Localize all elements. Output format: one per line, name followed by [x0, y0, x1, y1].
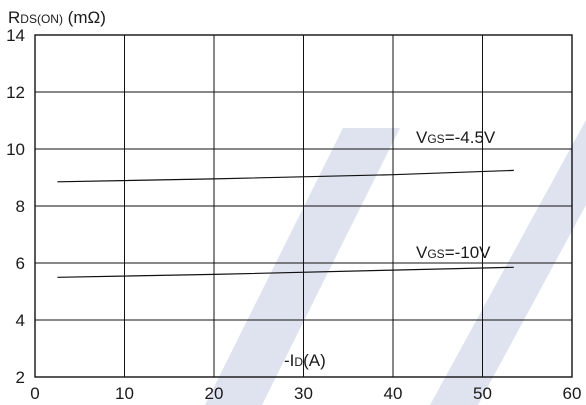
series-label-vgs-4-5v: VGS=-4.5V [416, 128, 496, 147]
series-label-subscript: GS [427, 132, 444, 146]
x-tick-label: 0 [30, 384, 39, 403]
series-label-subscript: GS [427, 247, 444, 261]
tick-labels: 0 10 20 30 40 50 60 2 4 6 8 10 12 14 [6, 26, 581, 403]
y-axis-label: RDS(ON) (mΩ) [8, 8, 106, 27]
y-tick-label: 4 [16, 311, 25, 330]
x-tick-label: 60 [563, 384, 582, 403]
x-axis-label-unit: (A) [303, 351, 326, 370]
x-tick-label: 40 [384, 384, 403, 403]
y-tick-label: 10 [6, 140, 25, 159]
y-axis-label-main: R [8, 8, 20, 27]
x-tick-label: 30 [294, 384, 313, 403]
y-axis-label-unit: (mΩ) [63, 8, 106, 27]
y-tick-label: 12 [6, 83, 25, 102]
x-tick-label: 10 [115, 384, 134, 403]
y-tick-label: 8 [16, 197, 25, 216]
x-axis-label-subscript: D [294, 355, 303, 369]
series-line-0 [57, 169, 514, 183]
y-axis-label-subscript: DS(ON) [20, 12, 63, 26]
watermark-stroke-left [205, 128, 400, 405]
series-label-main: V [416, 243, 428, 262]
series-label-value: =-10V [445, 243, 491, 262]
y-tick-label: 2 [16, 368, 25, 387]
series-label-vgs-10v: VGS=-10V [416, 243, 491, 262]
x-axis-label-prefix: -I [284, 351, 294, 370]
x-axis-label: -ID(A) [284, 351, 326, 370]
grid [35, 35, 572, 377]
series-label-value: =-4.5V [445, 128, 496, 147]
y-tick-label: 14 [6, 26, 25, 45]
x-tick-label: 20 [205, 384, 224, 403]
series-label-main: V [416, 128, 428, 147]
plot-frame [34, 34, 573, 378]
y-tick-label: 6 [16, 254, 25, 273]
series-layer [57, 169, 514, 278]
series-line-1 [57, 266, 514, 278]
x-tick-label: 50 [473, 384, 492, 403]
